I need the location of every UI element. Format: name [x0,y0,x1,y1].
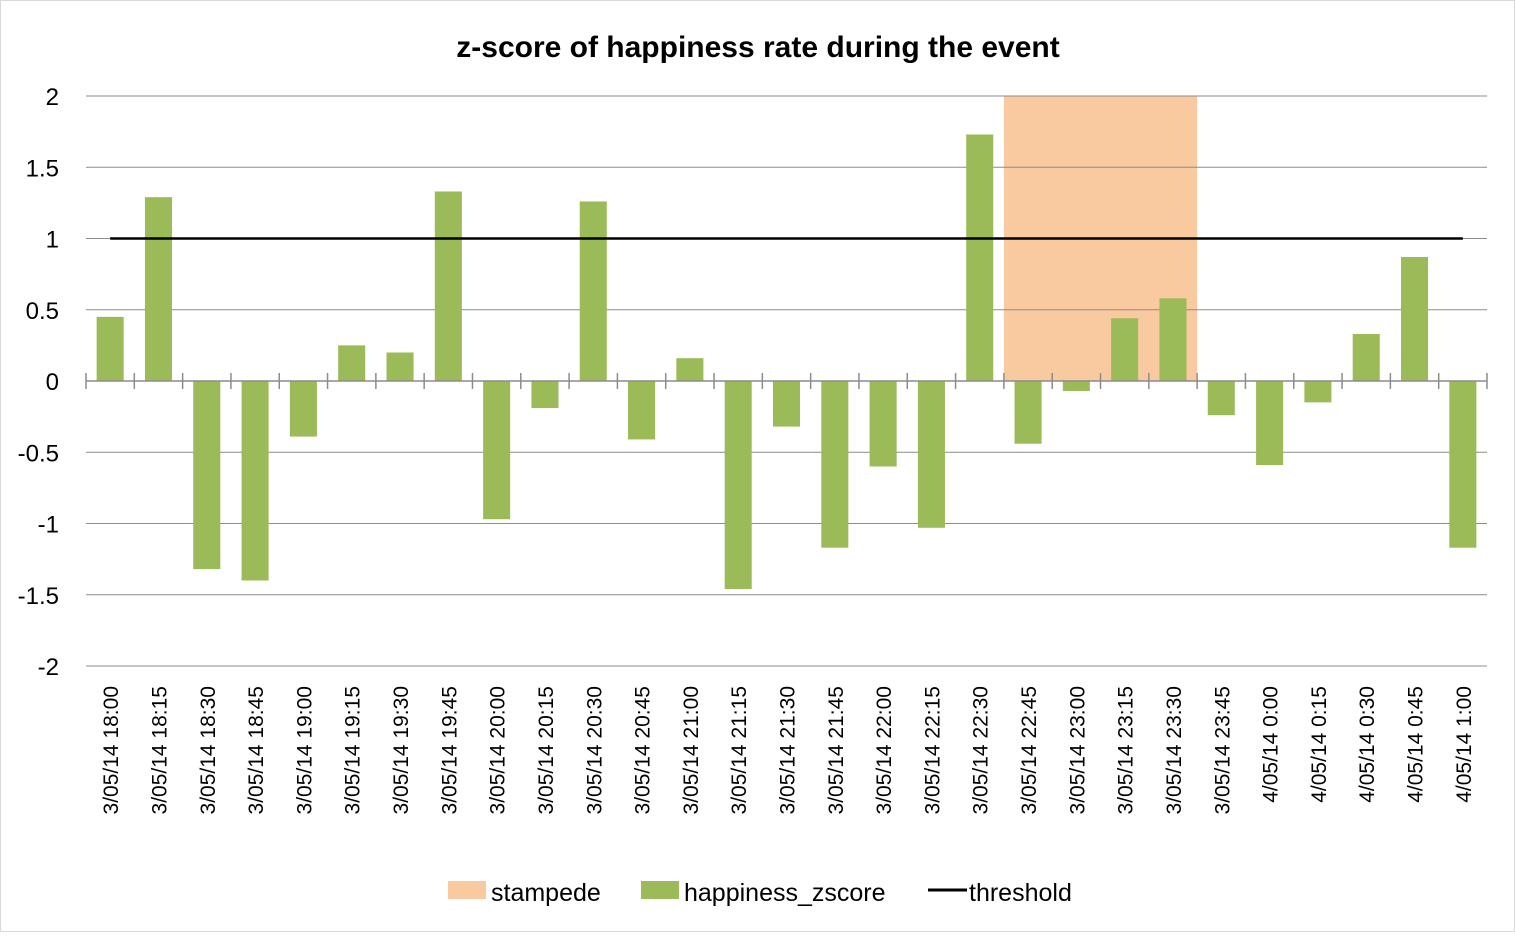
bar [241,381,269,581]
bar [579,201,607,381]
y-tick-label: 1 [46,227,59,254]
x-tick-label: 3/05/14 20:45 [632,686,655,814]
y-tick-label: 0.5 [26,298,59,325]
x-tick-label: 3/05/14 18:15 [148,686,171,814]
x-tick-label: 3/05/14 23:15 [1115,686,1138,814]
x-tick-label: 3/05/14 22:30 [970,686,993,814]
bar [1401,257,1429,381]
y-tick-label: 2 [46,84,59,111]
x-tick-labels: 3/05/14 18:00 3/05/14 18:15 3/05/14 18:30 3… [100,686,1476,814]
x-tick-label: 3/05/14 20:30 [583,686,606,814]
bar [772,381,801,427]
bar [1207,381,1235,416]
legend-label-happiness-zscore: happiness_zscore [684,879,886,907]
x-tick-label: 3/05/14 20:00 [487,686,510,814]
x-tick-label: 3/05/14 22:45 [1018,686,1041,814]
x-tick-label: 3/05/14 19:45 [438,686,461,814]
bar [289,381,317,437]
x-tick-label: 3/05/14 21:15 [728,686,751,814]
x-tick-label: 4/05/14 0:15 [1308,686,1331,803]
x-tick-label: 3/05/14 21:45 [825,686,848,814]
chart-title: z-score of happiness rate during the eve… [456,31,1059,64]
y-tick-label: -2 [38,654,59,681]
x-tick-label: 3/05/14 23:00 [1066,686,1089,814]
bar [193,381,221,570]
y-tick-label: 1.5 [26,155,59,182]
y-tick-label: -1 [38,512,59,539]
legend-label-threshold: threshold [969,879,1072,907]
x-tick-label: 3/05/14 22:00 [873,686,896,814]
x-tick-label: 3/05/14 18:45 [245,686,268,814]
bar [338,345,366,381]
x-tick-label: 3/05/14 22:15 [921,686,944,814]
legend-swatch-happiness-zscore [641,881,679,899]
x-tick-label: 4/05/14 1:00 [1453,686,1476,803]
legend-label-stampede: stampede [491,879,601,907]
x-tick-label: 3/05/14 19:15 [342,686,365,814]
x-tick-label: 4/05/14 0:45 [1405,686,1428,803]
bar [966,134,994,381]
bar [96,316,124,381]
bar [917,381,945,528]
bar [1304,381,1332,403]
x-tick-label: 3/05/14 19:30 [390,686,413,814]
x-tick-label: 3/05/14 18:00 [100,686,123,814]
x-tick-label: 3/05/14 18:30 [197,686,220,814]
bars [96,134,1477,590]
bar [531,381,559,409]
bar [144,197,172,381]
y-tick-label: 0 [46,369,59,396]
bar [1062,381,1090,391]
x-tick-label: 4/05/14 0:30 [1356,686,1379,803]
x-tick-label: 3/05/14 23:30 [1163,686,1186,814]
bar [1111,318,1139,381]
bar [628,381,656,440]
x-axis [85,373,1488,389]
x-tick-label: 4/05/14 0:00 [1260,686,1283,803]
bar [676,358,704,381]
bar [483,381,511,520]
y-tick-labels: 2 1.5 1 0.5 0 -0.5 -1 -1.5 -2 [18,84,59,681]
bar [434,191,462,381]
bar [869,381,897,467]
x-tick-label: 3/05/14 20:15 [535,686,558,814]
y-tick-label: -1.5 [18,583,59,610]
legend-swatch-stampede [448,881,486,899]
x-tick-label: 3/05/14 19:00 [293,686,316,814]
y-tick-label: -0.5 [18,440,59,467]
bar [1014,381,1042,444]
bar [821,381,849,548]
x-tick-label: 3/05/14 21:00 [680,686,703,814]
bar [1256,381,1284,466]
legend: stampede happiness_zscore threshold [448,879,1072,907]
bar [1159,298,1187,381]
x-tick-label: 3/05/14 23:45 [1211,686,1234,814]
bar [724,381,752,590]
bar [1449,381,1477,548]
bar [1352,333,1380,381]
bar [386,352,414,381]
x-tick-label: 3/05/14 21:30 [777,686,800,814]
